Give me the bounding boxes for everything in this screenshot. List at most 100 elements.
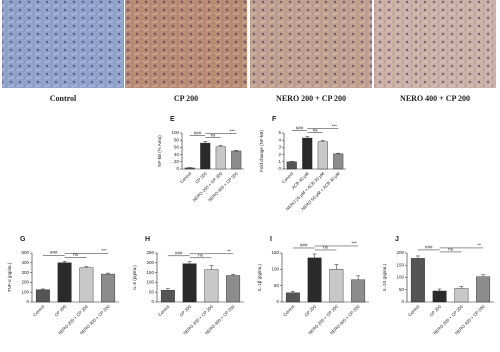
- error-bar: [203, 141, 208, 144]
- micrograph-texture: [374, 0, 496, 88]
- micrograph-texture: [125, 0, 247, 88]
- bar: [410, 258, 425, 303]
- y-tick-label: 200: [146, 260, 154, 265]
- x-tick-label: Control: [32, 304, 45, 317]
- error-bar: [437, 288, 442, 291]
- error-bar: [481, 274, 486, 277]
- y-tick-label: 100: [396, 275, 404, 280]
- bar: [101, 273, 116, 303]
- y-axis-label: IL-10 (pg/mL): [382, 263, 387, 291]
- significance-label: ***: [351, 241, 357, 246]
- y-tick-label: 300: [21, 270, 29, 275]
- x-tick-label: CP 200: [429, 304, 443, 318]
- panel-letter: E: [170, 116, 175, 123]
- x-tick-label: Control: [179, 171, 192, 184]
- significance-label: ###: [194, 130, 202, 135]
- y-tick-label: 5: [278, 130, 281, 135]
- significance-label: ***: [230, 128, 236, 133]
- y-tick-label: 200: [396, 250, 404, 255]
- error-bar: [106, 272, 111, 275]
- y-tick-label: 50: [399, 287, 405, 292]
- bar: [231, 150, 242, 170]
- bar: [302, 137, 313, 170]
- y-axis-label: IL-1β (pg/mL): [257, 263, 262, 291]
- y-tick-label: 400: [21, 260, 29, 265]
- significance-label: ###: [175, 251, 183, 256]
- y-tick-label: 40: [174, 152, 180, 157]
- y-tick-label: 0: [401, 299, 404, 304]
- bar: [226, 275, 241, 303]
- y-tick-label: 150: [271, 250, 279, 255]
- x-tick-label: Control: [281, 171, 294, 184]
- y-tick-label: 100: [146, 280, 154, 285]
- bar: [432, 290, 447, 303]
- panel-letter: F: [272, 116, 277, 123]
- y-axis-label: TNF-α (pg/mL): [7, 262, 12, 292]
- significance-label: ###: [425, 245, 433, 250]
- significance-label: ***: [101, 248, 107, 253]
- error-bar: [209, 265, 214, 270]
- y-tick-label: 500: [21, 250, 29, 255]
- y-tick-label: 100: [171, 130, 179, 135]
- panel-letter: G: [20, 236, 26, 243]
- panel-caption: CP 200: [174, 94, 198, 103]
- y-tick-label: 1: [278, 159, 281, 164]
- y-tick-label: 80: [174, 137, 180, 142]
- bar: [317, 141, 328, 170]
- error-bar: [320, 139, 325, 142]
- error-bar: [356, 275, 361, 280]
- bar: [286, 161, 297, 170]
- y-tick-label: 4: [278, 137, 281, 142]
- significance-label: ###: [296, 125, 304, 130]
- x-tick-label: CP 200: [179, 304, 193, 318]
- micrograph-texture: [2, 0, 124, 88]
- y-tick-label: 200: [21, 280, 29, 285]
- bar: [57, 262, 72, 303]
- bar: [285, 292, 300, 303]
- bar: [160, 290, 175, 303]
- significance-label: ns: [198, 253, 204, 258]
- x-tick-label: Control: [282, 304, 295, 317]
- y-tick-label: 0: [176, 166, 179, 171]
- micrograph-texture: [250, 0, 372, 88]
- panel-caption: Control: [50, 94, 77, 103]
- error-bar: [218, 145, 223, 147]
- x-tick-label: CP 200: [54, 304, 68, 318]
- error-bar: [84, 266, 89, 268]
- bar: [79, 267, 94, 303]
- bar: [182, 263, 197, 303]
- error-bar: [234, 150, 239, 151]
- x-tick-label: CP 200: [304, 304, 318, 318]
- y-axis-label: Fold change (NF-kB): [259, 130, 264, 172]
- bar: [307, 257, 322, 303]
- significance-label: ns: [73, 252, 79, 257]
- bar: [184, 167, 195, 170]
- y-tick-label: 50: [149, 289, 155, 294]
- error-bar: [312, 253, 317, 258]
- x-tick-label: NERO 400 + CP 200: [207, 171, 239, 203]
- y-tick-label: 2: [278, 152, 281, 157]
- error-bar: [62, 261, 67, 263]
- error-bar: [165, 288, 170, 291]
- y-tick-label: 0: [276, 299, 279, 304]
- significance-label: ***: [332, 123, 338, 128]
- significance-label: ns: [313, 127, 319, 132]
- error-bar: [187, 261, 192, 264]
- y-tick-label: 150: [146, 270, 154, 275]
- panel-caption: NERO 400 + CP 200: [400, 94, 470, 103]
- y-tick-label: 0: [278, 166, 281, 171]
- significance-label: ns: [448, 247, 454, 252]
- y-tick-label: 100: [271, 267, 279, 272]
- significance-label: **: [477, 243, 481, 248]
- y-tick-label: 50: [274, 283, 280, 288]
- bar: [204, 269, 219, 303]
- error-bar: [305, 136, 310, 139]
- error-bar: [415, 255, 420, 259]
- bar: [476, 276, 491, 303]
- error-bar: [334, 264, 339, 270]
- y-tick-label: 250: [146, 250, 154, 255]
- significance-label: ns: [323, 245, 329, 250]
- error-bar: [40, 288, 45, 290]
- bar: [200, 142, 211, 170]
- error-bar: [231, 274, 236, 276]
